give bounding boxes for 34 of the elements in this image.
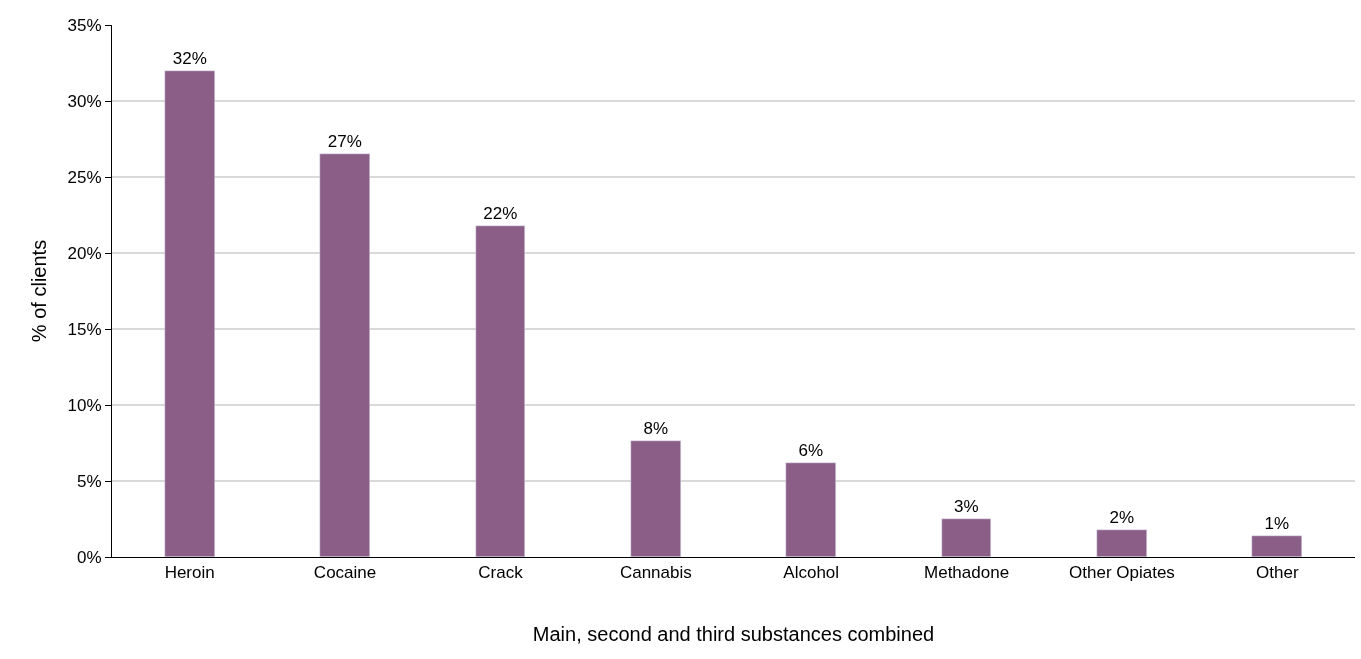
data-label: 22% xyxy=(483,203,518,223)
y-tick-label: 5% xyxy=(77,471,102,491)
bar xyxy=(475,225,525,557)
data-label: 32% xyxy=(172,48,207,68)
data-label: 8% xyxy=(643,418,669,438)
bar xyxy=(785,462,836,557)
x-tick-label: Cocaine xyxy=(313,563,377,583)
x-axis-title: Main, second and third substances combined xyxy=(532,622,935,645)
bar xyxy=(319,153,370,557)
data-label: 1% xyxy=(1264,513,1290,533)
x-tick-label: Other xyxy=(1256,563,1299,583)
y-axis-title: % of clients xyxy=(28,239,51,343)
y-tick-label: 15% xyxy=(67,319,102,339)
x-tick-label: Crack xyxy=(478,563,524,583)
bar xyxy=(164,70,215,557)
x-tick-label: Other Opiates xyxy=(1069,563,1175,583)
y-tick-label: 0% xyxy=(77,547,102,567)
y-tick-label: 35% xyxy=(67,15,102,35)
y-tick-label: 25% xyxy=(67,167,102,187)
x-tick-label: Methadone xyxy=(924,563,1010,583)
data-label: 3% xyxy=(953,496,979,516)
data-label: 27% xyxy=(327,131,362,151)
x-tick-label: Alcohol xyxy=(783,563,840,583)
bar xyxy=(1096,529,1147,557)
y-tick-label: 20% xyxy=(67,243,102,263)
bar xyxy=(1251,535,1302,557)
x-tick-label: Cannabis xyxy=(619,563,692,583)
bar xyxy=(941,518,991,557)
data-label: 6% xyxy=(798,440,824,460)
y-tick-label: 30% xyxy=(67,91,102,111)
y-tick-label: 10% xyxy=(67,395,102,415)
data-label: 2% xyxy=(1109,507,1135,527)
x-tick-label: Heroin xyxy=(164,563,215,583)
bar xyxy=(630,440,681,557)
